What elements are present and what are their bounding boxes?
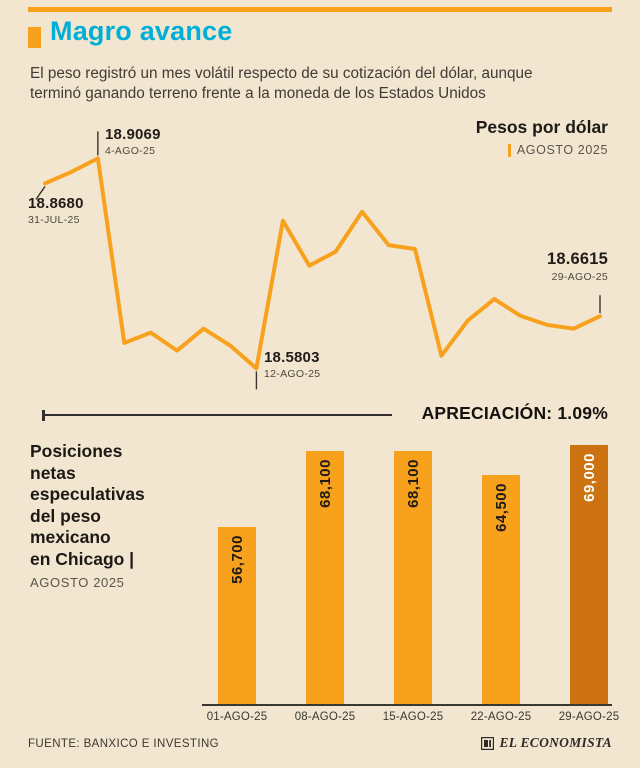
bar-value-label: 56,700: [228, 535, 246, 584]
bar-axis-label: 01-AGO-25: [206, 711, 268, 723]
bar-value-label: 64,500: [492, 483, 510, 532]
bar-chart-header: Posiciones netas especulativas del peso …: [30, 441, 210, 590]
bar-01-AGO-25: 56,700: [218, 527, 256, 705]
line-chart-period: AGOSTO 2025: [300, 143, 608, 157]
annotation-end-date: 29-AGO-25: [551, 271, 608, 283]
line-chart-period-label: AGOSTO 2025: [516, 143, 608, 157]
appreciation-ruler: [42, 410, 392, 422]
bar-22-AGO-25: 64,500: [482, 475, 520, 705]
line-chart-header: Pesos por dólar AGOSTO 2025: [300, 117, 608, 157]
annotation-low-date: 12-AGO-25: [264, 368, 321, 380]
page-title: Magro avance: [50, 16, 233, 46]
el-economista-logo: EL ECONOMISTA: [481, 735, 612, 751]
bar-08-AGO-25: 68,100: [306, 451, 344, 705]
annotation-start-date: 31-JUL-25: [28, 214, 80, 226]
ruler-line: [42, 414, 392, 416]
period-pipe-icon: [507, 143, 511, 157]
bar-chart-period-label: AGOSTO 2025: [30, 575, 125, 591]
bar-axis-label: 15-AGO-25: [382, 711, 444, 723]
bar-chart-axis: [202, 704, 612, 706]
title-bullet-square: [28, 27, 41, 48]
brand-name: EL ECONOMISTA: [499, 735, 612, 750]
annotation-start-value: 18.8680: [28, 195, 84, 212]
bar-chart-title: Posiciones netas especulativas del peso …: [30, 441, 145, 569]
annotation-peak-value: 18.9069: [105, 126, 161, 143]
bar-value-label: 68,100: [316, 459, 334, 508]
annotation-low: 18.5803 12-AGO-25: [264, 349, 320, 380]
line-chart-title: Pesos por dólar: [475, 117, 608, 137]
bar-29-AGO-25: 69,000: [570, 445, 608, 705]
bar-axis-label: 29-AGO-25: [558, 711, 620, 723]
top-accent-rule: [28, 7, 612, 12]
bar-value-label: 68,100: [404, 459, 422, 508]
annotation-end-value: 18.6615: [546, 250, 608, 268]
bar-axis-label: 08-AGO-25: [294, 711, 356, 723]
bar-15-AGO-25: 68,100: [394, 451, 432, 705]
brand-icon: [481, 736, 495, 750]
bar-axis-label: 22-AGO-25: [470, 711, 532, 723]
annotation-peak-date: 4-AGO-25: [105, 145, 156, 157]
annotation-end: 18.6615 29-AGO-25: [460, 250, 608, 283]
bar-value-label: 69,000: [580, 453, 598, 502]
appreciation-label: APRECIACIÓN: 1.09%: [421, 403, 608, 423]
annotation-peak: 18.9069 4-AGO-25: [105, 126, 161, 157]
source-credit: FUENTE: BANXICO E INVESTING: [28, 738, 219, 750]
annotation-start: 18.8680 31-JUL-25: [28, 195, 84, 226]
annotation-low-value: 18.5803: [264, 349, 320, 366]
page-subtitle: El peso registró un mes volátil respecto…: [30, 65, 533, 103]
